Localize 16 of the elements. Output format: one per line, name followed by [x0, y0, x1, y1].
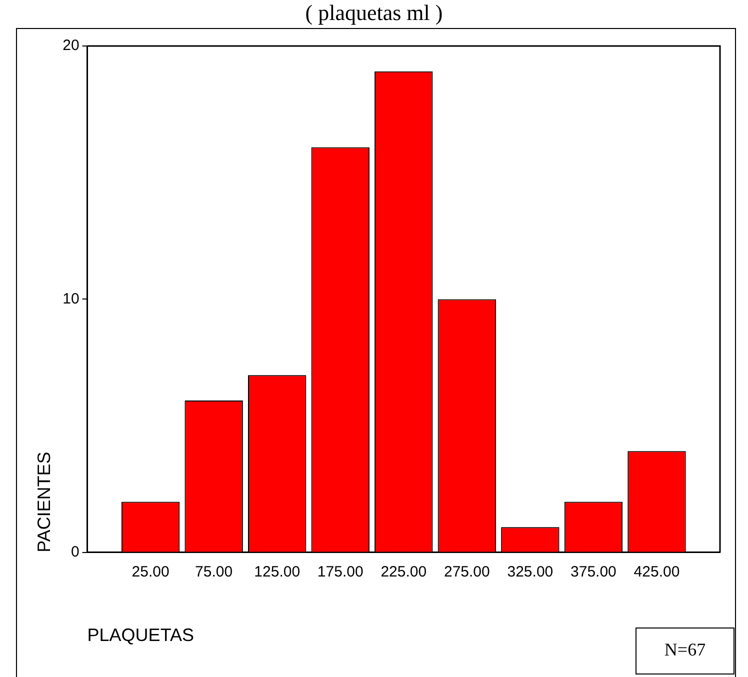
y-tick-label: 10: [62, 290, 80, 308]
x-tick-label: 225.00: [380, 564, 427, 581]
y-axis-title: PACIENTES: [34, 452, 54, 552]
x-tick-label: 175.00: [317, 564, 364, 581]
x-axis-title: PLAQUETAS: [87, 625, 194, 646]
x-tick-label: 75.00: [195, 564, 233, 581]
x-tick-label: 375.00: [570, 564, 616, 581]
text: N=67: [664, 640, 706, 660]
chart-title: ( plaquetas ml ): [304, 0, 444, 26]
y-tick-label: 0: [70, 544, 80, 561]
x-tick-label: 275.00: [444, 564, 490, 581]
x-tick-label: 425.00: [634, 564, 680, 581]
x-tick-label: 25.00: [132, 564, 170, 581]
x-tick-label: 325.00: [507, 564, 554, 581]
y-tick-label: 20: [62, 37, 80, 54]
x-tick-label: 125.00: [254, 564, 300, 581]
